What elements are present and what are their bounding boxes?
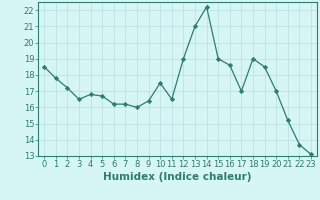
X-axis label: Humidex (Indice chaleur): Humidex (Indice chaleur) <box>103 172 252 182</box>
